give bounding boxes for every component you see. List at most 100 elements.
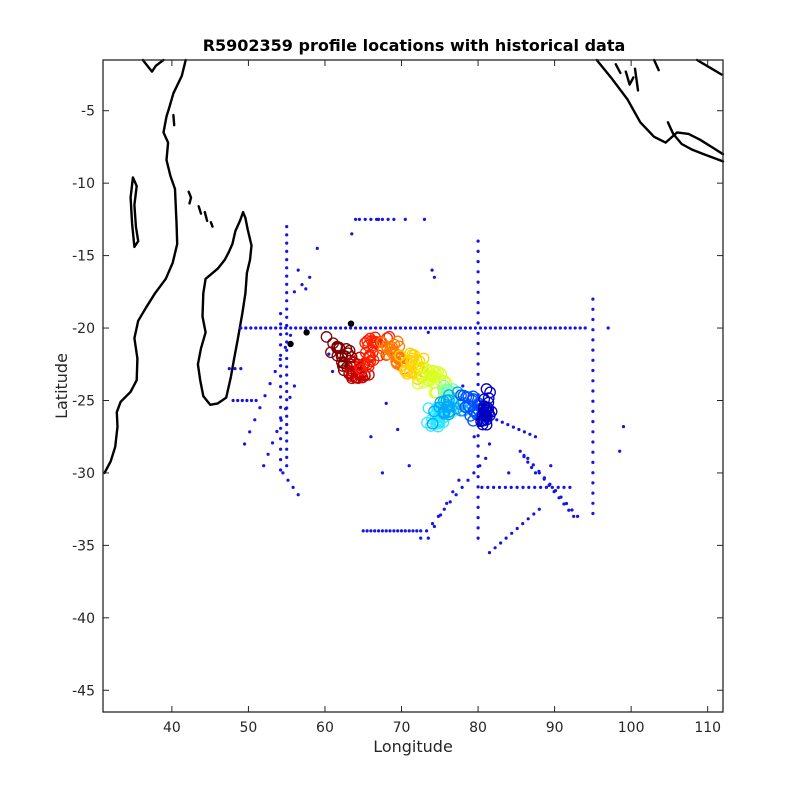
historical-point	[363, 217, 367, 221]
historical-point	[572, 514, 576, 519]
historical-point	[233, 367, 237, 371]
historical-point	[413, 326, 418, 330]
historical-point	[296, 268, 300, 272]
historical-point	[476, 352, 480, 356]
historical-point	[521, 522, 525, 526]
profile-point	[388, 338, 401, 351]
historical-point	[537, 471, 541, 475]
historical-point	[438, 326, 442, 330]
historical-point	[399, 529, 404, 533]
historical-point	[476, 321, 480, 325]
historical-point	[285, 439, 289, 443]
historical-point	[268, 382, 272, 386]
historical-point	[244, 326, 248, 330]
historical-point	[396, 529, 400, 533]
historical-point	[418, 326, 423, 330]
historical-point	[379, 326, 383, 330]
historical-point	[591, 460, 595, 464]
historical-point	[386, 217, 390, 221]
historical-point	[359, 326, 363, 330]
historical-point	[374, 326, 378, 330]
historical-point	[285, 291, 289, 295]
y-tick-label: -40	[72, 611, 95, 627]
profile-point	[342, 347, 354, 360]
profile-point	[370, 336, 383, 348]
historical-point	[396, 427, 400, 432]
profile-point	[480, 383, 493, 395]
y-tick-label: -25	[72, 393, 95, 409]
historical-point	[539, 485, 543, 489]
historical-point	[527, 485, 531, 489]
coastline-sumatra	[595, 58, 725, 156]
historical-point	[285, 282, 289, 286]
historical-point	[526, 517, 530, 521]
historical-point	[513, 326, 517, 330]
coastline-fragment	[652, 58, 660, 72]
profile-point	[443, 389, 455, 401]
historical-point	[518, 326, 522, 330]
historical-point	[369, 326, 373, 330]
historical-point	[533, 326, 537, 330]
historical-point	[515, 485, 519, 489]
x-tick-label: 110	[694, 720, 721, 736]
y-axis: -5 -10 -15 -20 -25 -30 -35 -40 -45	[72, 104, 723, 699]
axes-frame	[102, 59, 724, 713]
historical-point	[231, 398, 235, 403]
historical-point	[369, 435, 373, 439]
historical-point	[296, 493, 300, 497]
x-axis: 40 50 60 70 80 90 100 110	[163, 60, 721, 736]
historical-point	[289, 326, 293, 330]
historical-point	[422, 217, 427, 221]
historical-point	[454, 493, 458, 497]
coastline-fragment	[209, 221, 214, 228]
historical-point	[508, 326, 512, 330]
historical-point	[504, 536, 508, 540]
historical-point	[258, 406, 262, 410]
historical-point	[279, 353, 283, 357]
x-tick-label: 70	[393, 720, 411, 736]
historical-point	[425, 529, 429, 533]
historical-point	[533, 471, 538, 475]
historical-point	[591, 511, 595, 516]
historical-point	[285, 233, 289, 237]
historical-point	[299, 326, 303, 330]
historical-point	[445, 501, 449, 505]
historical-point	[285, 315, 289, 319]
historical-point	[476, 260, 480, 264]
profile-point	[443, 400, 456, 413]
historical-point	[468, 326, 472, 330]
historical-point	[285, 323, 289, 328]
historical-point	[284, 407, 288, 411]
historical-point	[285, 398, 289, 402]
historical-point	[285, 258, 289, 262]
historical-point	[461, 384, 465, 388]
profile-point	[343, 344, 356, 357]
historical-point	[568, 485, 572, 489]
historical-point	[281, 471, 285, 475]
historical-point	[249, 326, 253, 330]
historical-point	[558, 326, 562, 330]
historical-point	[591, 348, 595, 352]
historical-point	[528, 326, 532, 330]
historical-point	[486, 485, 490, 489]
profile-point	[438, 374, 451, 387]
profile-point	[336, 360, 349, 372]
historical-point	[500, 420, 504, 424]
historical-point	[476, 505, 480, 509]
historical-point	[314, 326, 318, 330]
historical-point	[364, 326, 368, 330]
historical-point	[423, 326, 428, 330]
profile-point	[426, 417, 439, 430]
historical-point	[518, 449, 522, 453]
historical-point	[419, 529, 423, 533]
coastline-fragment	[187, 190, 193, 205]
historical-point	[507, 471, 511, 475]
historical-point	[476, 290, 480, 294]
historical-point	[476, 485, 480, 489]
historical-point	[583, 326, 587, 330]
historical-point	[249, 398, 254, 403]
historical-point	[522, 453, 526, 458]
historical-point	[549, 464, 553, 468]
historical-point	[430, 268, 434, 272]
historical-point	[432, 275, 436, 279]
